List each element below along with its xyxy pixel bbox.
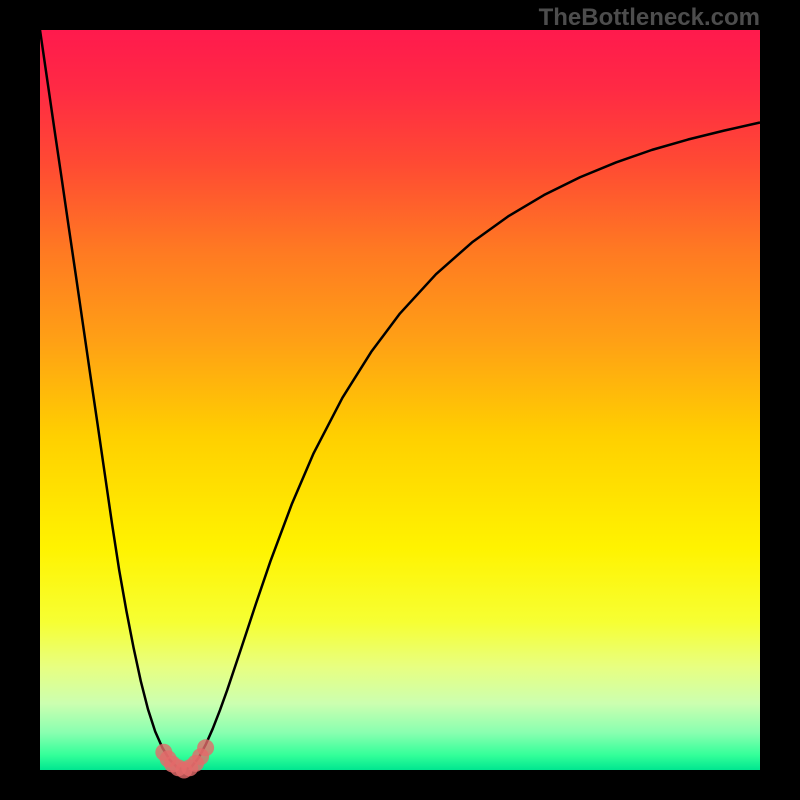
figure-root: TheBottleneck.com [0, 0, 800, 800]
plot-background-gradient [40, 30, 760, 770]
watermark-label: TheBottleneck.com [539, 4, 760, 32]
valley-marker [197, 739, 214, 756]
plot-svg [0, 0, 800, 800]
